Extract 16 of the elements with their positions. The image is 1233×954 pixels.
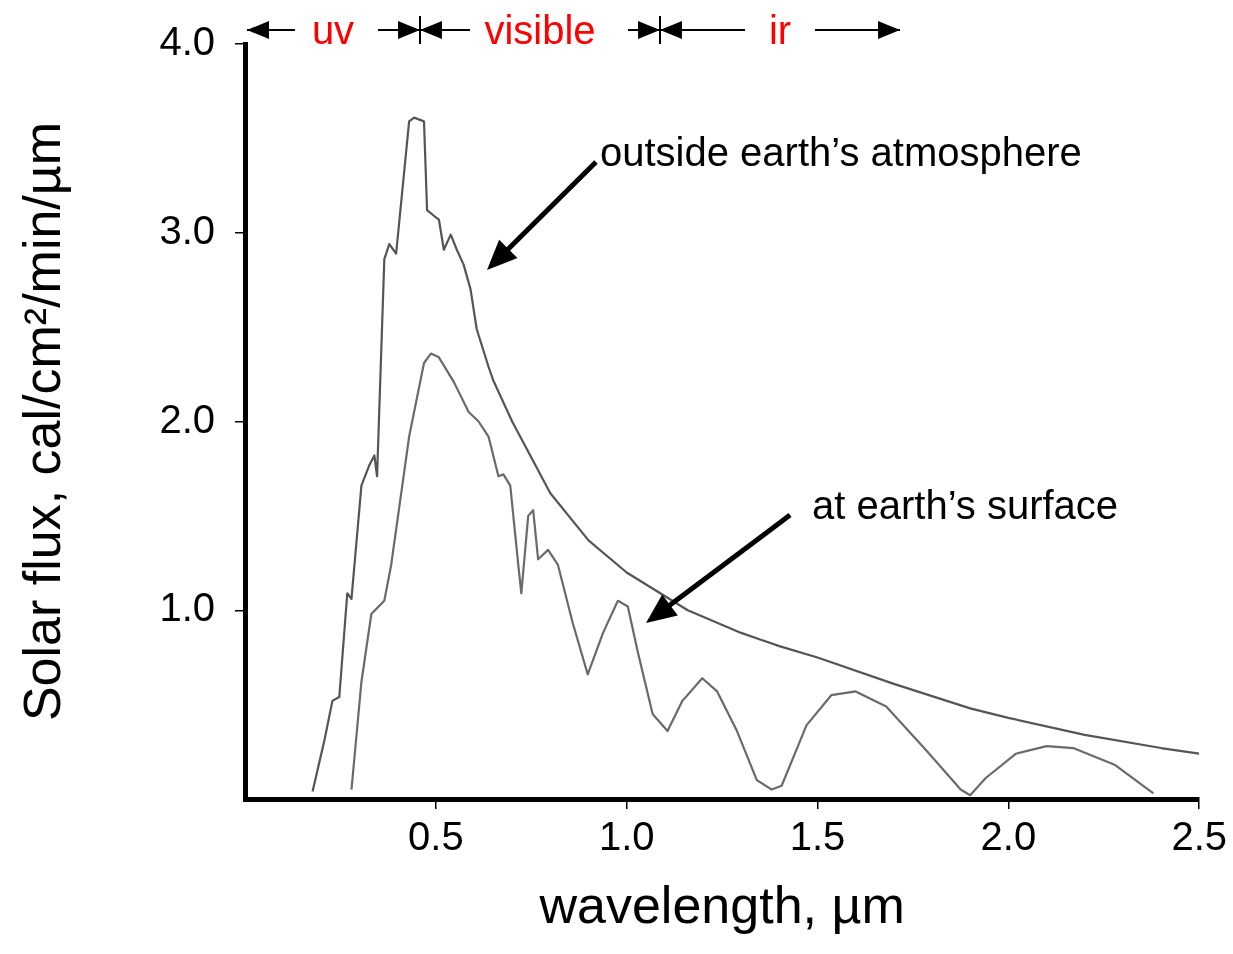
y-tick-label: 4.0 (159, 19, 215, 64)
y-tick-label: 1.0 (159, 585, 215, 630)
annotation: visible (484, 8, 596, 52)
annotation: uv (311, 8, 355, 52)
x-axis-title: wavelength, µm (538, 876, 905, 935)
annotation: ir (768, 8, 792, 52)
x-tick-label: 2.5 (1171, 814, 1227, 859)
annotation: outside earth’s atmosphere (600, 130, 1082, 174)
x-tick-label: 1.5 (789, 814, 846, 859)
x-tick-label: 2.0 (980, 814, 1037, 859)
y-tick-label: 2.0 (159, 396, 215, 441)
x-tick-label: 0.5 (408, 814, 464, 859)
annotation: at earth’s surface (812, 483, 1119, 527)
y-axis-title: Solar flux, cal/cm²/min/µm (12, 121, 71, 722)
x-tick-label: 1.0 (598, 814, 655, 859)
y-tick-label: 3.0 (159, 207, 215, 252)
